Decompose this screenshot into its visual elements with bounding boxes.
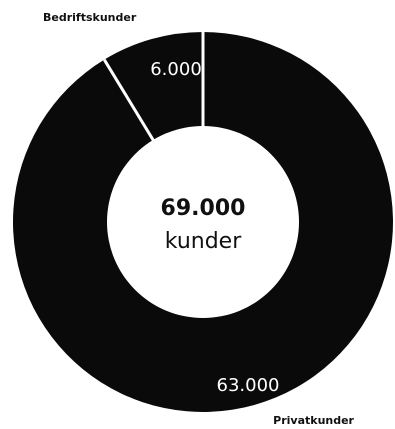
donut-hole [107,126,299,318]
category-label-privatkunder: Privatkunder [273,414,354,427]
center-total-value: 69.000 [161,196,246,221]
value-label-bedriftskunder: 6.000 [150,59,202,80]
value-label-privatkunder: 63.000 [217,375,280,396]
category-label-bedriftskunder: Bedriftskunder [43,11,137,24]
center-total-unit: kunder [165,229,242,254]
